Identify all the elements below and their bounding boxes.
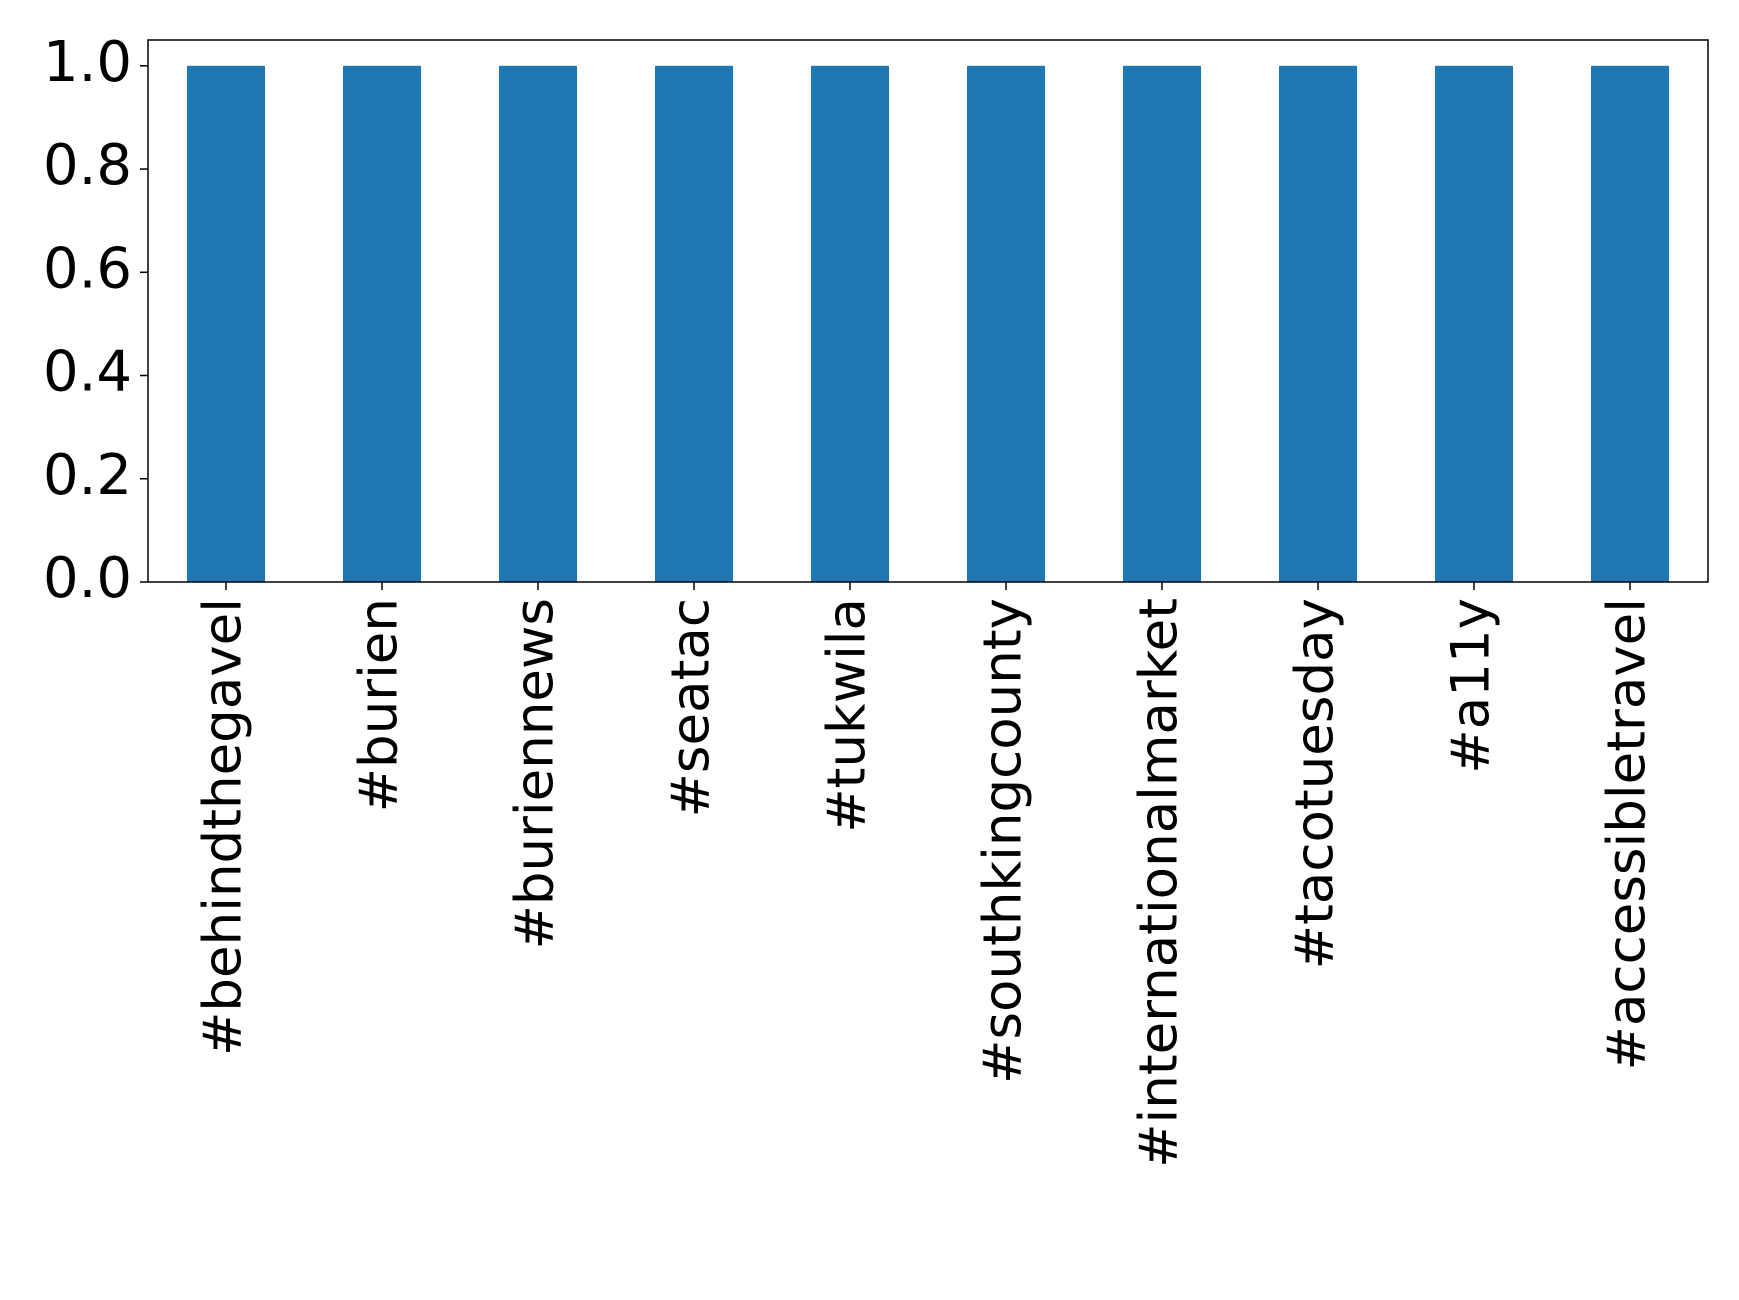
y-tick-label: 0.0 xyxy=(43,546,132,611)
y-tick-label: 1.0 xyxy=(43,30,132,95)
x-tick-label: #a11y xyxy=(1441,598,1502,774)
bar xyxy=(187,65,265,583)
bar xyxy=(811,65,889,583)
x-tick-label: #internationalmarket xyxy=(1129,598,1190,1168)
bar xyxy=(1279,65,1357,583)
x-tick-label: #burien xyxy=(349,598,410,812)
x-tick-label: #tukwila xyxy=(817,598,878,833)
x-tick-label: #buriennews xyxy=(505,598,566,950)
bar xyxy=(1435,65,1513,583)
bar xyxy=(655,65,733,583)
y-tick-label: 0.8 xyxy=(43,133,132,198)
x-tick-label: #behindthegavel xyxy=(193,598,254,1056)
y-tick-label: 0.6 xyxy=(43,236,132,301)
bar xyxy=(967,65,1045,583)
y-tick-label: 0.4 xyxy=(43,340,132,405)
x-tick-label: #southkingcounty xyxy=(973,598,1034,1084)
bar xyxy=(343,65,421,583)
x-tick-label: #accessibletravel xyxy=(1597,598,1658,1070)
y-tick-label: 0.2 xyxy=(43,443,132,508)
x-tick-label: #tacotuesday xyxy=(1285,598,1346,969)
bar xyxy=(499,65,577,583)
bar xyxy=(1591,65,1669,583)
bar xyxy=(1123,65,1201,583)
plot-frame xyxy=(147,39,1709,583)
x-tick-label: #seatac xyxy=(661,598,722,818)
